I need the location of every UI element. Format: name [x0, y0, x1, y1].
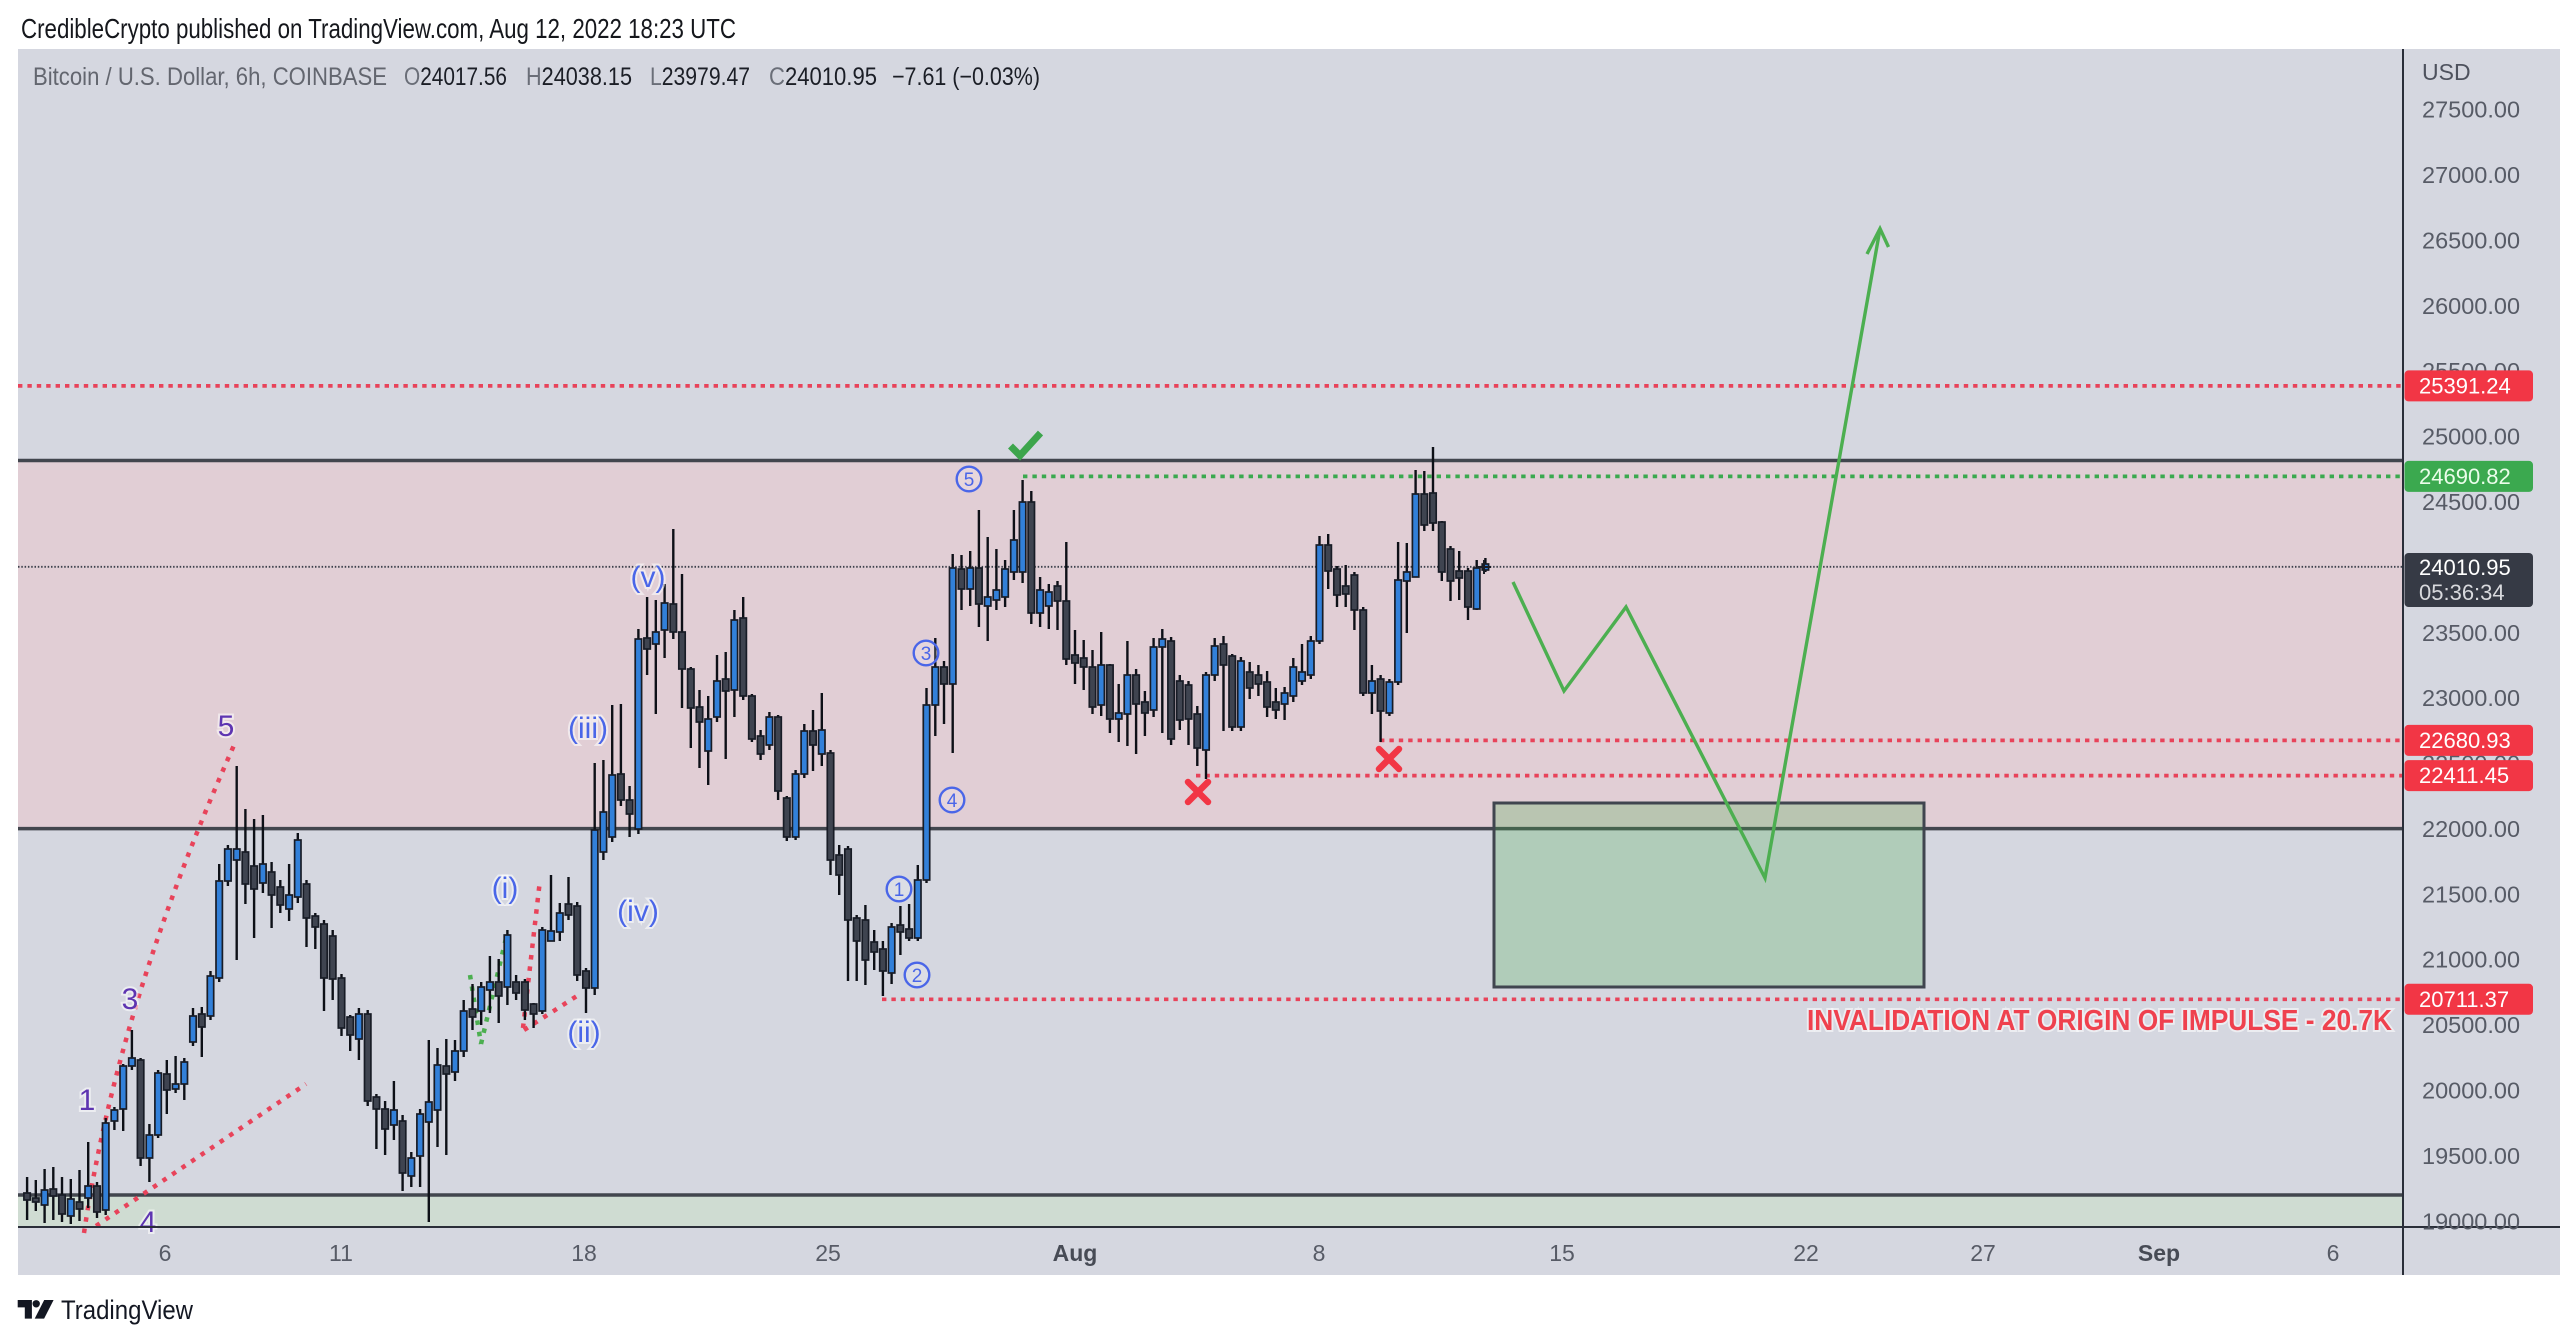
- svg-text:O24017.56: O24017.56: [404, 63, 507, 91]
- svg-text:27500.00: 27500.00: [2422, 97, 2520, 123]
- svg-text:C24010.95: C24010.95: [769, 63, 877, 91]
- svg-text:20500.00: 20500.00: [2422, 1012, 2520, 1038]
- svg-text:3: 3: [122, 983, 139, 1016]
- svg-text:5: 5: [218, 710, 235, 743]
- svg-text:TradingView: TradingView: [61, 1295, 194, 1325]
- svg-text:18: 18: [571, 1240, 597, 1266]
- svg-text:6: 6: [159, 1240, 172, 1266]
- svg-text:(i): (i): [492, 872, 519, 905]
- svg-text:3: 3: [921, 644, 932, 665]
- svg-text:2: 2: [912, 966, 923, 987]
- svg-text:19000.00: 19000.00: [2422, 1208, 2520, 1234]
- svg-text:L23979.47: L23979.47: [650, 63, 750, 91]
- svg-text:24010.95: 24010.95: [2419, 555, 2511, 580]
- svg-text:22680.93: 22680.93: [2419, 728, 2511, 753]
- svg-text:20000.00: 20000.00: [2422, 1078, 2520, 1104]
- svg-text:26500.00: 26500.00: [2422, 227, 2520, 253]
- svg-text:(iii): (iii): [568, 712, 608, 745]
- svg-text:25000.00: 25000.00: [2422, 424, 2520, 450]
- svg-text:6: 6: [2327, 1240, 2340, 1266]
- svg-text:24690.82: 24690.82: [2419, 464, 2511, 489]
- svg-text:INVALIDATION AT ORIGIN OF IMPU: INVALIDATION AT ORIGIN OF IMPULSE - 20.7…: [1807, 1005, 2392, 1037]
- svg-text:19500.00: 19500.00: [2422, 1143, 2520, 1169]
- svg-text:20711.37: 20711.37: [2419, 987, 2509, 1012]
- svg-text:(v): (v): [631, 561, 666, 594]
- svg-text:(iv): (iv): [617, 895, 659, 928]
- svg-text:11: 11: [329, 1240, 353, 1266]
- svg-text:Bitcoin / U.S. Dollar, 6h, COI: Bitcoin / U.S. Dollar, 6h, COINBASE: [33, 63, 387, 91]
- svg-text:5: 5: [964, 470, 975, 491]
- svg-text:23000.00: 23000.00: [2422, 685, 2520, 711]
- svg-text:27000.00: 27000.00: [2422, 162, 2520, 188]
- svg-text:1: 1: [79, 1084, 96, 1117]
- svg-text:Sep: Sep: [2138, 1240, 2180, 1266]
- svg-text:21500.00: 21500.00: [2422, 881, 2520, 907]
- svg-text:25391.24: 25391.24: [2419, 373, 2511, 398]
- svg-text:1: 1: [894, 880, 905, 901]
- svg-text:23500.00: 23500.00: [2422, 620, 2520, 646]
- svg-text:27: 27: [1970, 1240, 1996, 1266]
- svg-text:24500.00: 24500.00: [2422, 489, 2520, 515]
- svg-text:21000.00: 21000.00: [2422, 947, 2520, 973]
- svg-text:25: 25: [815, 1240, 841, 1266]
- svg-text:−7.61 (−0.03%): −7.61 (−0.03%): [892, 63, 1040, 91]
- svg-text:H24038.15: H24038.15: [526, 63, 632, 91]
- svg-text:8: 8: [1313, 1240, 1326, 1266]
- svg-text:05:36:34: 05:36:34: [2419, 580, 2505, 605]
- svg-text:Aug: Aug: [1053, 1240, 1098, 1266]
- svg-text:(ii): (ii): [567, 1016, 600, 1049]
- svg-text:CredibleCrypto published on Tr: CredibleCrypto published on TradingView.…: [21, 13, 736, 44]
- svg-text:4: 4: [140, 1206, 157, 1239]
- svg-text:15: 15: [1549, 1240, 1575, 1266]
- svg-text:22000.00: 22000.00: [2422, 816, 2520, 842]
- svg-text:USD: USD: [2422, 59, 2471, 85]
- svg-text:4: 4: [947, 791, 958, 812]
- svg-text:26000.00: 26000.00: [2422, 293, 2520, 319]
- svg-text:22: 22: [1793, 1240, 1819, 1266]
- svg-text:22411.45: 22411.45: [2419, 763, 2509, 788]
